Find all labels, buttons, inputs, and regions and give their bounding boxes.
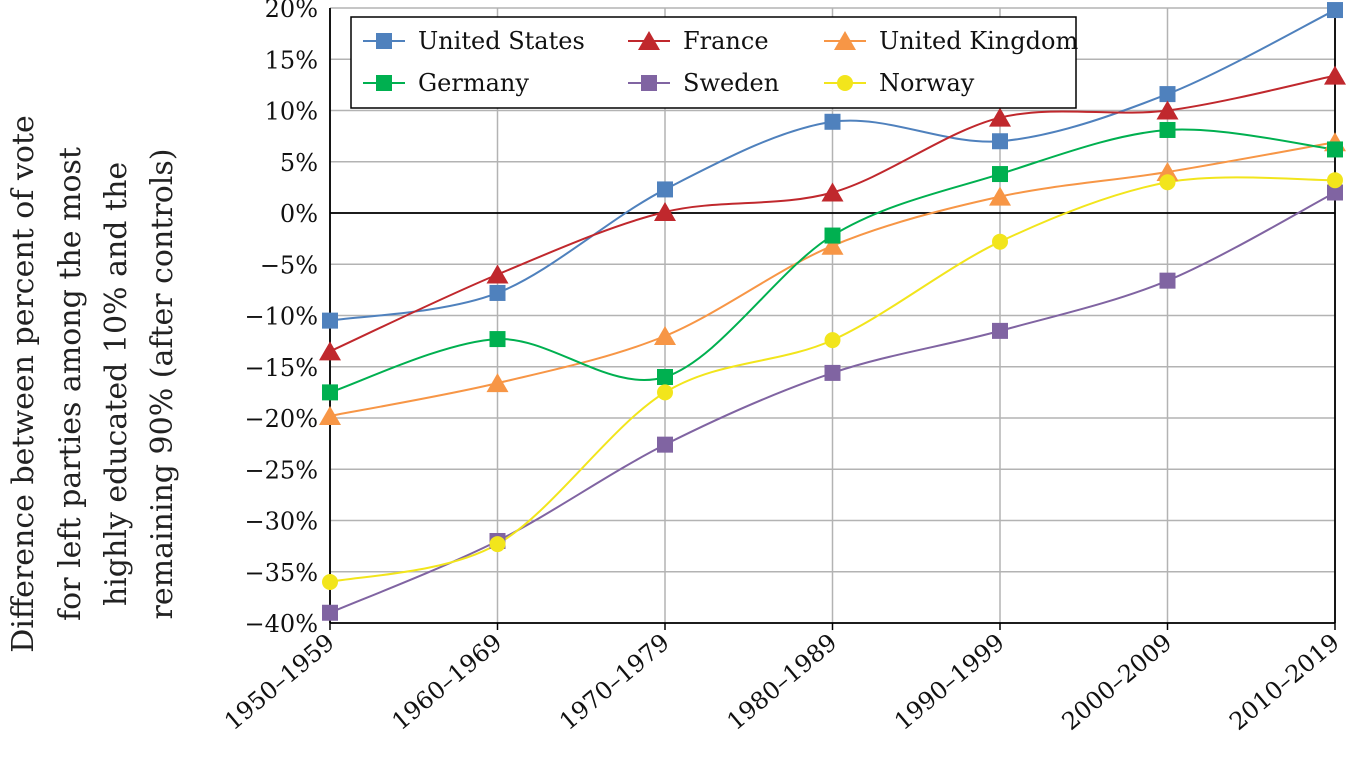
data-point-germany [489, 331, 506, 348]
legend-label-united-states: United States [418, 27, 585, 55]
data-point-germany [1159, 121, 1176, 138]
legend-marker-france [638, 31, 660, 50]
data-point-france [1156, 100, 1179, 120]
y-tick-labels: 20% 15% 10% 5% 0% −5% −10% −15% −20% −25% −30% −35%… [245, 0, 318, 638]
data-point-france [989, 107, 1011, 127]
x-tick-label: 1970–1979 [554, 628, 675, 736]
y-tick-label: −5% [260, 251, 318, 279]
data-point-united-kingdom [654, 326, 676, 345]
data-point-germany [657, 369, 673, 385]
legend-box [350, 16, 1077, 109]
data-point-united-states [322, 312, 338, 329]
y-tick-label: −20% [245, 405, 318, 433]
data-point-germany [992, 166, 1008, 183]
y-axis-label-line: Difference between percent of vote [6, 115, 41, 653]
legend-marker-germany [376, 75, 392, 91]
y-tick-label: −30% [245, 508, 318, 536]
data-point-sweden [992, 322, 1008, 339]
data-point-sweden [824, 364, 841, 381]
data-point-norway [322, 574, 338, 590]
y-tick-label: −40% [245, 610, 318, 638]
x-tick-labels: 1950–1959 1960–1969 1970–1979 1980–1989 1990… [219, 628, 1345, 736]
data-point-france [821, 182, 844, 202]
data-point-sweden [1327, 184, 1343, 201]
data-point-france [1324, 65, 1346, 85]
x-tick-label: 2000–2009 [1057, 628, 1178, 736]
y-tick-label: 5% [280, 149, 318, 177]
y-tick-label: −10% [245, 303, 318, 331]
data-point-united-states [992, 133, 1008, 150]
x-tick-label: 2010–2019 [1224, 628, 1345, 736]
y-tick-label: −15% [245, 354, 318, 382]
data-point-sweden [657, 436, 673, 453]
data-point-norway [992, 233, 1008, 250]
data-point-united-kingdom [1156, 162, 1179, 181]
legend-label-united-kingdom: United Kingdom [879, 27, 1078, 55]
data-point-united-states [489, 284, 506, 301]
data-point-germany [824, 227, 841, 244]
data-point-united-kingdom [319, 405, 341, 425]
legend-marker-united-states [376, 33, 392, 49]
data-point-united-kingdom [821, 235, 844, 255]
data-point-united-states [1327, 2, 1343, 19]
data-point-united-states [657, 181, 673, 198]
data-point-norway [1159, 174, 1176, 191]
y-axis-label-line: highly educated 10% and the [99, 162, 134, 606]
y-tick-label: −35% [245, 559, 318, 587]
legend-marker-sweden [641, 75, 657, 91]
data-point-france [486, 264, 509, 284]
legend-label-sweden: Sweden [683, 69, 779, 97]
legend-label-norway: Norway [879, 69, 975, 97]
data-point-norway [657, 384, 673, 401]
data-point-france [319, 341, 341, 361]
series-markers [319, 2, 1346, 621]
y-tick-label: 20% [265, 0, 318, 23]
x-tick-label: 1980–1989 [722, 628, 843, 736]
data-point-norway [489, 536, 506, 553]
data-point-germany [1327, 141, 1343, 158]
data-point-united-kingdom [486, 373, 509, 393]
legend-marker-united-kingdom [834, 31, 856, 50]
x-tick-label: 1950–1959 [219, 628, 340, 736]
legend-label-france: France [683, 27, 769, 55]
data-point-norway [1327, 172, 1343, 189]
y-tick-label: −25% [245, 456, 318, 484]
x-tick-label: 1990–1999 [889, 628, 1010, 736]
y-tick-label: 0% [280, 200, 318, 228]
data-point-sweden [1159, 272, 1176, 289]
data-point-germany [322, 384, 338, 401]
data-point-united-states [824, 113, 841, 130]
data-point-united-kingdom [989, 186, 1011, 206]
y-axis-label-line: for left parties among the most [53, 147, 88, 621]
legend-label-germany: Germany [418, 69, 529, 97]
data-point-united-states [1159, 86, 1176, 103]
data-point-france [654, 201, 676, 221]
x-tick-label: 1960–1969 [387, 628, 508, 736]
y-axis-label-line: remaining 90% (after controls) [145, 149, 180, 620]
data-point-sweden [322, 604, 338, 621]
data-point-norway [824, 332, 841, 349]
y-tick-label: 10% [265, 98, 318, 126]
y-axis-label: Difference between percent of vote for l… [6, 115, 180, 653]
legend-marker-norway [837, 75, 853, 91]
legend: United States France United Kingdom Germany… [350, 16, 1078, 109]
y-tick-label: 15% [265, 46, 318, 74]
